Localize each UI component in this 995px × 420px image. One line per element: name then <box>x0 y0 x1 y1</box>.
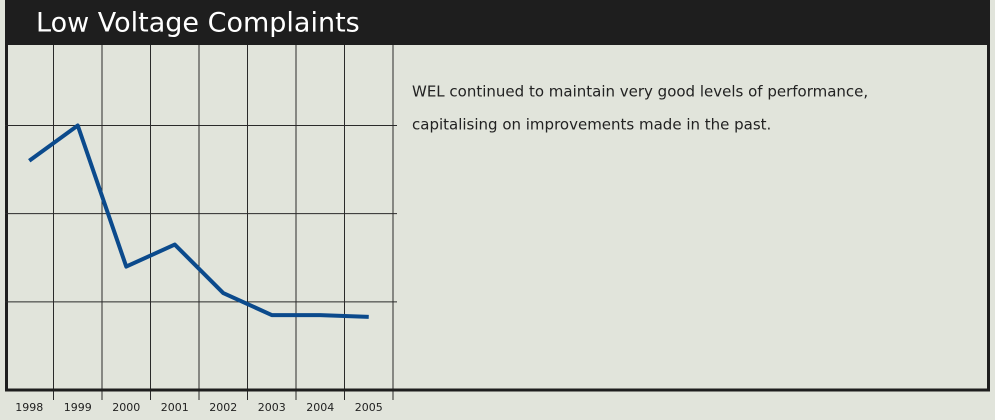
x-tick-label: 1998 <box>15 401 43 414</box>
x-tick-label: 2000 <box>112 401 140 414</box>
chart-title: Low Voltage Complaints <box>36 8 360 39</box>
x-tick-label: 2005 <box>355 401 383 414</box>
series-line <box>28 123 369 319</box>
panel <box>5 45 990 390</box>
title-bar <box>5 0 990 45</box>
x-tick-label: 2002 <box>209 401 237 414</box>
description: capitalising on improvements made in the… <box>412 116 771 134</box>
x-tick-label: 2004 <box>306 401 334 414</box>
x-tick-label: 2001 <box>161 401 189 414</box>
description: WEL continued to maintain very good leve… <box>412 83 868 101</box>
x-tick-label: 2003 <box>258 401 286 414</box>
x-tick-label: 1999 <box>64 401 92 414</box>
